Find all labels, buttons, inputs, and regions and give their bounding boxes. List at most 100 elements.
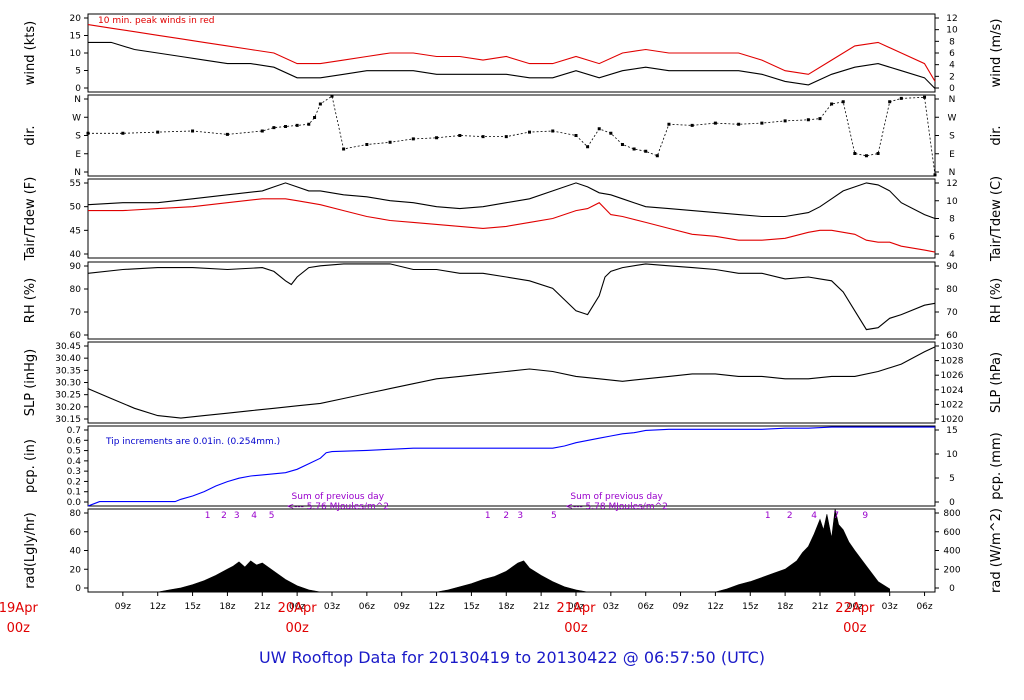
x-tick-label: 18z bbox=[777, 602, 793, 612]
x-tick-label: 00z bbox=[847, 602, 863, 612]
rh-frame bbox=[87, 261, 936, 340]
wind-right-tick-label: 2 bbox=[949, 72, 955, 82]
wind-series-10-min-peak-winds bbox=[87, 24, 936, 82]
slp-left-tick-label: 30.45 bbox=[55, 342, 81, 352]
rh-right-axis-label: RH (%) bbox=[989, 278, 1004, 323]
slp-right-axis-label: SLP (hPa) bbox=[989, 352, 1004, 413]
dir-left-tick-label: W bbox=[72, 113, 81, 123]
x-tick-label: 15z bbox=[742, 602, 758, 612]
x-tick-label: 06z bbox=[916, 602, 932, 612]
x-tick-label: 03z bbox=[882, 602, 898, 612]
dir-left-tick-label: N bbox=[74, 168, 81, 178]
rad-right-tick-label: 400 bbox=[943, 547, 960, 557]
dir-point bbox=[841, 100, 845, 104]
rh-right-tick-label: 60 bbox=[946, 331, 958, 341]
dir-point bbox=[713, 121, 717, 125]
rad-right-tick-label: 200 bbox=[943, 565, 960, 575]
rh-right-tick-label: 70 bbox=[946, 308, 958, 318]
dir-point bbox=[644, 149, 648, 153]
rad-series-radiation bbox=[157, 508, 890, 593]
temp-left-tick-label: 55 bbox=[70, 179, 81, 189]
x-tick-label: 18z bbox=[219, 602, 235, 612]
dir-point bbox=[690, 123, 694, 127]
wind-right-tick-label: 4 bbox=[949, 61, 955, 71]
rh-left-axis-label: RH (%) bbox=[23, 278, 38, 323]
rad-annotation: Sum of previous day bbox=[570, 492, 663, 502]
rh-left-tick-label: 70 bbox=[70, 308, 82, 318]
dir-left-axis-label: dir. bbox=[23, 125, 38, 145]
wind-right-axis-label: wind (m/s) bbox=[989, 19, 1004, 88]
temp-right-tick-label: 8 bbox=[949, 215, 955, 225]
temp-left-tick-label: 50 bbox=[70, 203, 82, 213]
slp-left-axis-label: SLP (inHg) bbox=[23, 349, 38, 417]
x-day-label: 19Apr bbox=[0, 601, 38, 616]
rad-right-tick-label: 600 bbox=[943, 528, 960, 538]
pcp-left-tick-label: 0.4 bbox=[67, 457, 82, 467]
rh-right-tick-label: 90 bbox=[946, 262, 958, 272]
pcp-left-tick-label: 0.1 bbox=[67, 488, 81, 498]
dir-point bbox=[260, 129, 264, 133]
rad-left-axis-label: rad(Lgly/hr) bbox=[23, 512, 38, 588]
dir-left-tick-label: E bbox=[75, 150, 81, 160]
rad-hour-marker: 3 bbox=[234, 511, 240, 521]
rad-left-tick-label: 0 bbox=[75, 584, 81, 594]
dir-point bbox=[574, 134, 578, 137]
x-day-time-label: 00z bbox=[7, 621, 31, 636]
pcp-left-axis-label: pcp. (in) bbox=[23, 439, 38, 493]
temp-right-tick-label: 12 bbox=[946, 179, 957, 189]
slp-left-tick-label: 30.15 bbox=[55, 415, 81, 425]
pcp-left-tick-label: 0.5 bbox=[67, 447, 81, 457]
chart-title: UW Rooftop Data for 20130419 to 20130422… bbox=[258, 648, 766, 667]
x-day-label: 22Apr bbox=[835, 601, 875, 616]
wind-left-tick-label: 20 bbox=[70, 14, 82, 24]
x-tick-label: 06z bbox=[359, 602, 375, 612]
rad-hour-marker: 2 bbox=[503, 511, 509, 521]
rh-left-tick-label: 60 bbox=[70, 331, 82, 341]
dir-point bbox=[737, 122, 741, 126]
dir-point bbox=[225, 132, 229, 136]
pcp-frame bbox=[87, 425, 936, 507]
dir-point bbox=[853, 152, 857, 155]
x-day-label: 20Apr bbox=[278, 601, 318, 616]
wind-left-tick-label: 15 bbox=[70, 32, 81, 42]
rad-annotation: <--- 5.78 MJoules/m^2 bbox=[565, 502, 667, 512]
temp-series-Tair bbox=[87, 182, 936, 220]
temp-left-tick-label: 45 bbox=[70, 226, 81, 236]
rad-hour-marker: 1 bbox=[485, 511, 491, 521]
wind-left-tick-label: 10 bbox=[70, 49, 82, 59]
slp-left-tick-label: 30.40 bbox=[55, 354, 81, 364]
pcp-right-tick-label: 10 bbox=[946, 450, 958, 460]
wind-annotation: 10 min. peak winds in red bbox=[98, 16, 215, 26]
slp-left-tick-label: 30.20 bbox=[55, 403, 81, 413]
wind-right-tick-label: 8 bbox=[949, 37, 955, 47]
temp-right-tick-label: 10 bbox=[946, 197, 958, 207]
slp-right-tick-label: 1022 bbox=[941, 400, 964, 410]
dir-left-tick-label: S bbox=[75, 132, 81, 142]
rad-left-tick-label: 60 bbox=[70, 528, 82, 538]
x-tick-label: 15z bbox=[463, 602, 479, 612]
rad-right-tick-label: 800 bbox=[943, 509, 960, 519]
rad-hour-marker: 7 bbox=[833, 511, 839, 521]
pcp-right-tick-label: 5 bbox=[949, 474, 955, 484]
x-tick-label: 21z bbox=[812, 602, 828, 612]
temp-series-Tdew bbox=[88, 198, 936, 253]
dir-right-tick-label: W bbox=[948, 113, 957, 123]
rh-left-tick-label: 90 bbox=[70, 262, 82, 272]
x-tick-label: 09z bbox=[394, 602, 410, 612]
slp-right-tick-label: 1020 bbox=[941, 415, 964, 425]
x-tick-label: 03z bbox=[324, 602, 340, 612]
dir-point bbox=[864, 154, 868, 158]
wind-right-tick-label: 10 bbox=[946, 26, 958, 36]
slp-series-SLP bbox=[87, 346, 936, 419]
slp-right-tick-label: 1030 bbox=[941, 342, 964, 352]
x-day-time-label: 00z bbox=[564, 621, 588, 636]
pcp-left-tick-label: 0.7 bbox=[67, 426, 81, 436]
dir-point bbox=[818, 117, 822, 121]
rad-hour-marker: 3 bbox=[517, 511, 523, 521]
dir-series-direction bbox=[88, 95, 936, 175]
temp-left-tick-label: 40 bbox=[70, 250, 82, 260]
dir-right-tick-label: S bbox=[949, 132, 955, 142]
wind-right-tick-label: 12 bbox=[946, 14, 957, 24]
x-tick-label: 12z bbox=[428, 602, 444, 612]
rh-series-RH bbox=[87, 263, 936, 331]
